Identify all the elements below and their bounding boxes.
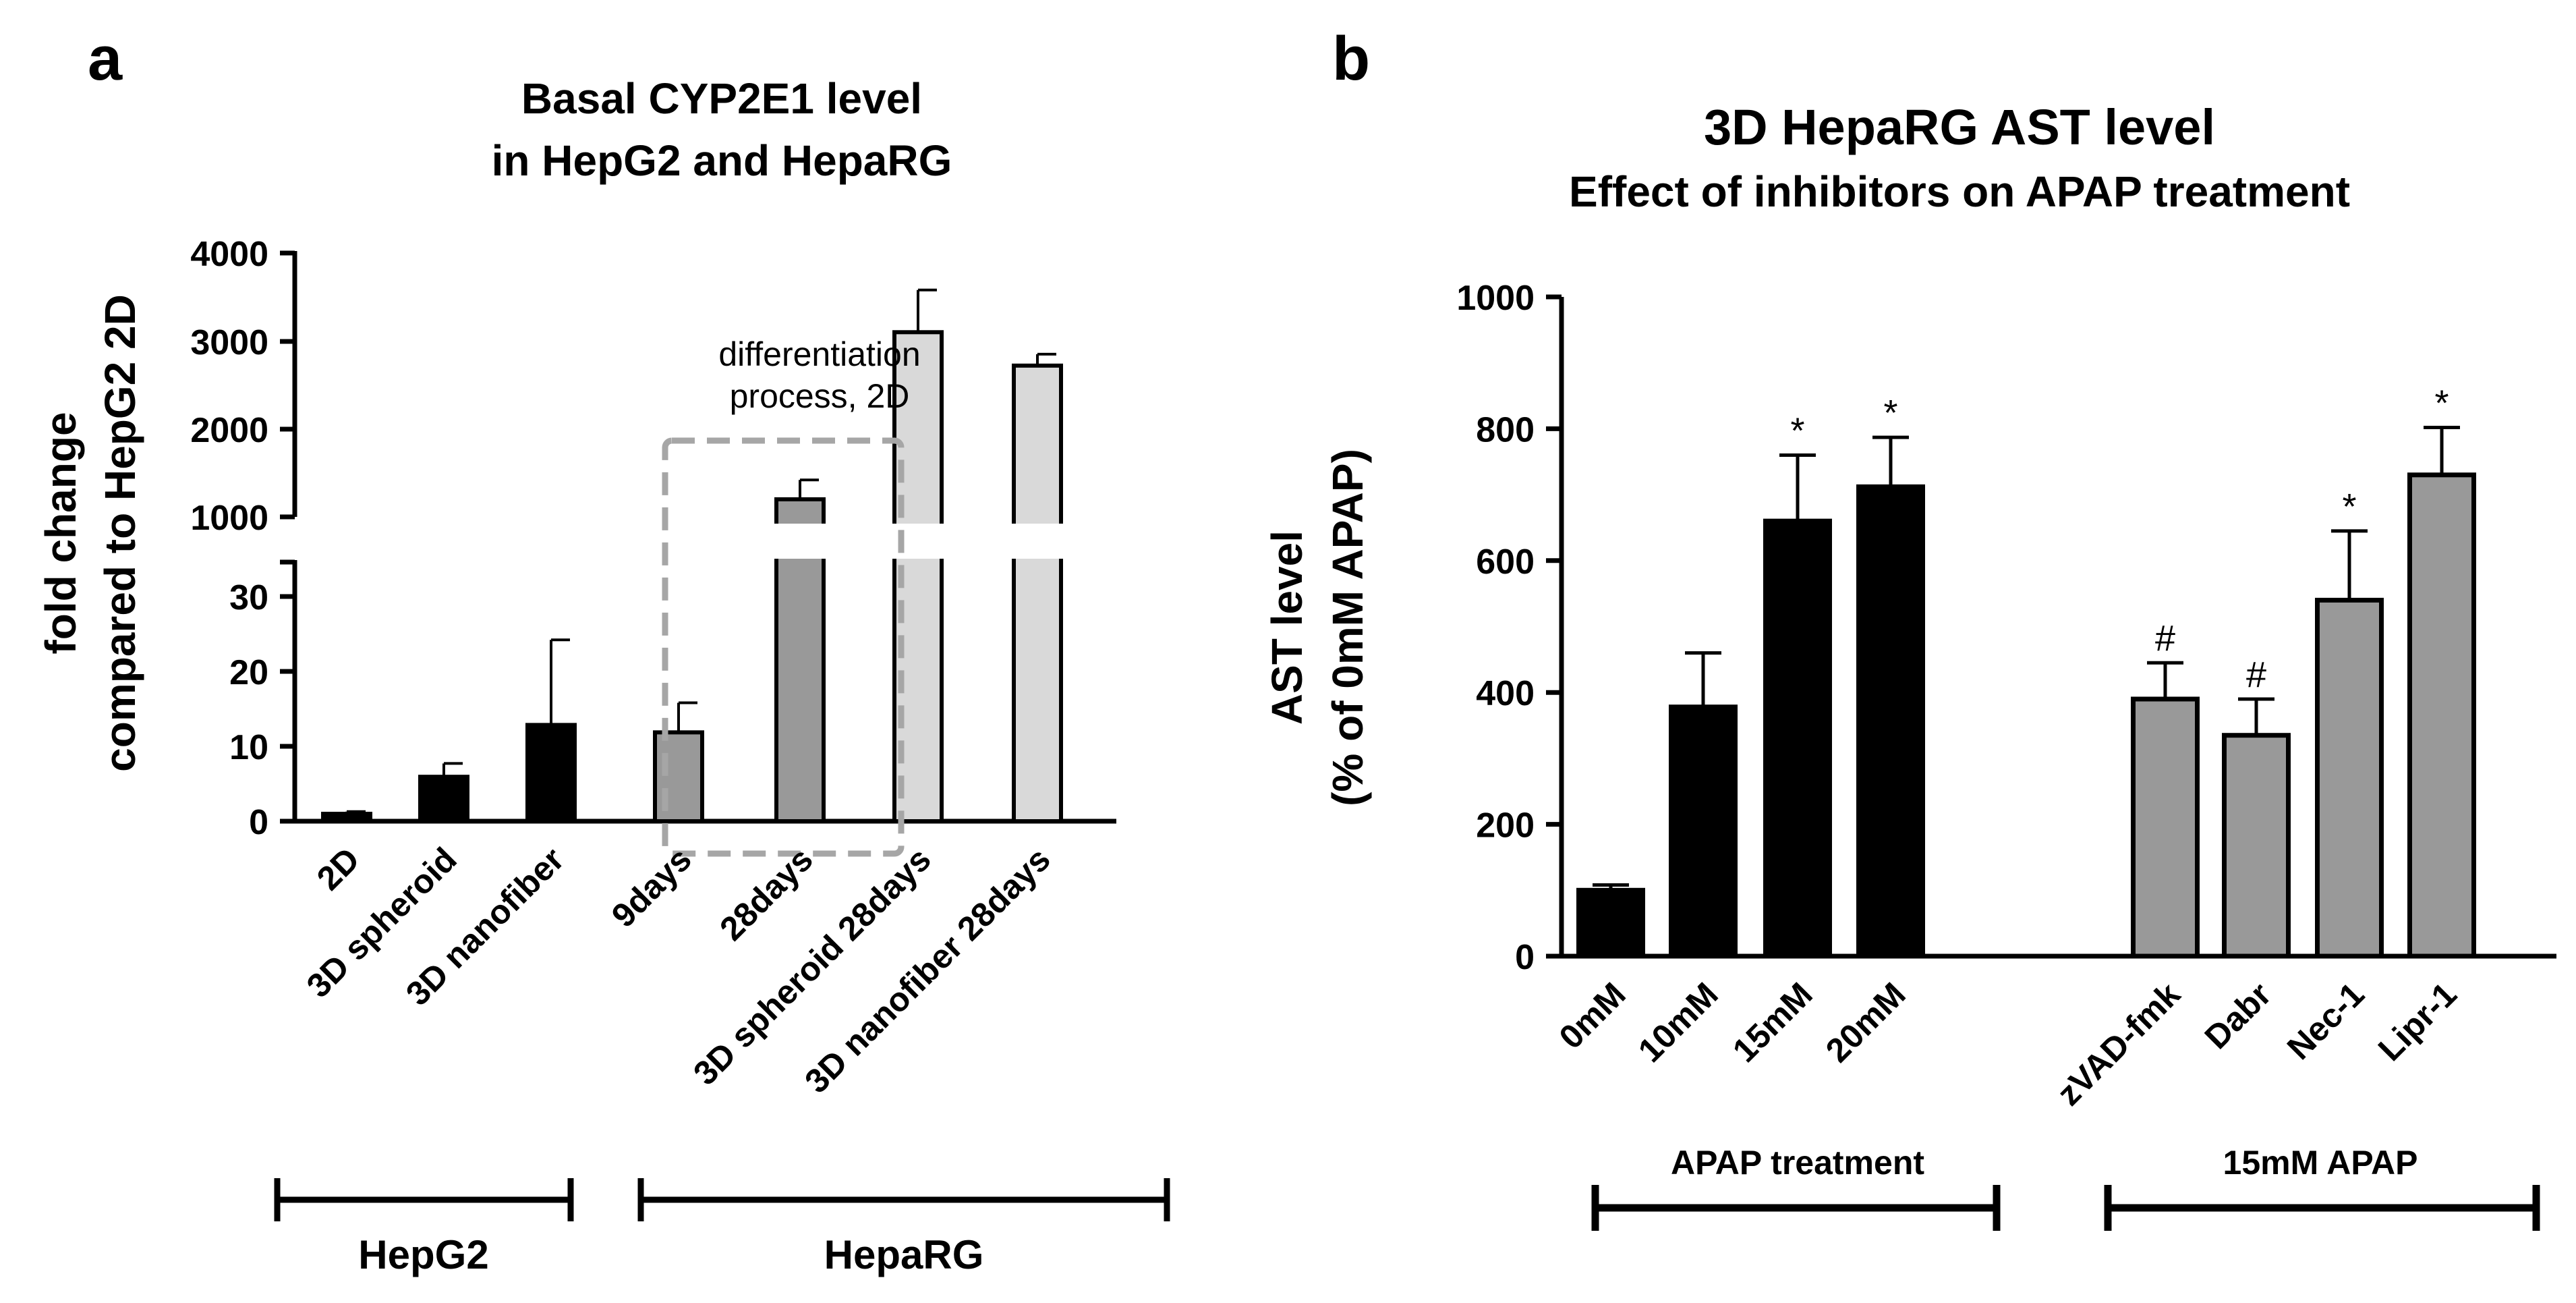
x-tick-label: Lipr-1 [2371, 975, 2464, 1068]
x-tick-label: zVAD-fmk [2050, 975, 2187, 1113]
significance-marker: * [2342, 487, 2356, 527]
y-tick-label: 1000 [190, 499, 268, 538]
panel-b-title-line-2: Effect of inhibitors on APAP treatment [1569, 167, 2350, 216]
panel-b-ylabel-line-2: (% of 0mM APAP) [1323, 449, 1372, 806]
panel-b-group-apap-treatment: APAP treatment [1591, 1144, 2001, 1231]
group-label-hepg2: HepG2 [358, 1232, 488, 1277]
panel-a-title-line-2: in HepG2 and HepaRG [492, 136, 952, 185]
y-tick-label: 600 [1476, 543, 1535, 582]
x-tick-label: 3D spheroid 28days [686, 840, 938, 1092]
significance-marker: # [2246, 655, 2266, 695]
y-tick-label: 1000 [1456, 279, 1535, 318]
x-tick-label: Dabr [2198, 975, 2279, 1056]
y-tick-label: 30 [229, 578, 268, 617]
bar [1669, 704, 1738, 959]
x-tick-label: 15mM [1725, 975, 1820, 1070]
panel-a-bars [321, 288, 1063, 824]
bar [1012, 363, 1063, 823]
y-tick-label: 800 [1476, 410, 1535, 449]
x-tick-label: 10mM [1631, 975, 1725, 1070]
panel-a-annotation-line-2: process, 2D [730, 377, 910, 415]
y-tick-label: 4000 [190, 235, 268, 274]
bar [1763, 518, 1832, 959]
y-tick-label: 20 [229, 653, 268, 692]
y-tick-label: 0 [249, 803, 268, 842]
panel-a-ylabel-line-2: compared to HepG2 2D [96, 294, 144, 772]
panel-b: b 3D HepaRG AST level Effect of inhibito… [1263, 24, 2556, 1231]
panel-a-letter: a [88, 24, 123, 93]
panel-b-ylabel-line-1: AST level [1263, 530, 1311, 725]
y-tick-label: 0 [1515, 938, 1535, 977]
y-tick-label: 10 [229, 728, 268, 767]
bar [2222, 733, 2291, 959]
group-label-15mm-apap: 15mM APAP [2223, 1144, 2418, 1182]
x-tick-label: Nec-1 [2280, 975, 2372, 1067]
panel-b-y-ticks: 0 200 400 600 800 1000 [1456, 279, 1562, 977]
bar [2315, 597, 2384, 959]
y-tick-label: 2000 [190, 411, 268, 450]
panel-a: a Basal CYP2E1 level in HepG2 and HepaRG… [36, 24, 1170, 1277]
bar [2407, 472, 2476, 959]
panel-a-group-hepg2: HepG2 [274, 1178, 574, 1277]
panel-a-axis-break [283, 524, 1120, 559]
group-label-apap-treatment: APAP treatment [1671, 1144, 1924, 1182]
x-tick-label: 2D [310, 840, 367, 897]
significance-marker: * [1883, 393, 1897, 433]
panel-a-group-heparg: HepaRG [637, 1178, 1170, 1277]
panel-b-group-15mm-apap: 15mM APAP [2104, 1144, 2540, 1231]
group-label-heparg: HepaRG [824, 1232, 984, 1277]
panel-a-lower-ticks: 0 10 20 30 [229, 559, 295, 842]
x-tick-label: 9days [604, 840, 699, 935]
y-tick-label: 400 [1476, 674, 1535, 713]
significance-marker: * [2434, 383, 2449, 423]
panel-b-title-line-1: 3D HepaRG AST level [1704, 99, 2215, 155]
panel-a-upper-ticks: 1000 2000 3000 4000 [190, 235, 295, 538]
panel-a-annotation-line-1: differentiation [718, 335, 920, 373]
x-tick-label: 20mM [1819, 975, 1913, 1070]
panel-b-letter: b [1332, 24, 1370, 93]
significance-marker: * [1790, 410, 1804, 451]
bar [418, 775, 469, 823]
bar [525, 723, 577, 824]
bar [1856, 484, 1925, 959]
bar [2131, 696, 2200, 959]
x-tick-label: 3D nanofiber 28days [797, 840, 1057, 1100]
panel-b-bars: * * # # * * [1576, 383, 2476, 959]
panel-a-ylabel-line-1: fold change [36, 412, 85, 654]
bar [321, 812, 372, 823]
x-tick-label: 0mM [1552, 975, 1633, 1056]
significance-marker: # [2155, 618, 2175, 659]
bar [1576, 887, 1645, 959]
y-tick-label: 200 [1476, 806, 1535, 845]
panel-a-differentiation-box [662, 437, 905, 857]
panel-a-title-line-1: Basal CYP2E1 level [521, 74, 922, 123]
y-tick-label: 3000 [190, 323, 268, 362]
